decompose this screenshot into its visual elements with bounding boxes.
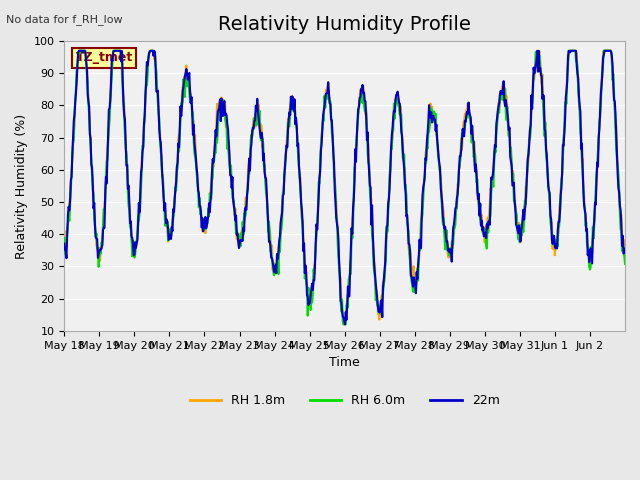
Legend: RH 1.8m, RH 6.0m, 22m: RH 1.8m, RH 6.0m, 22m	[185, 389, 504, 412]
Title: Relativity Humidity Profile: Relativity Humidity Profile	[218, 15, 471, 34]
Y-axis label: Relativity Humidity (%): Relativity Humidity (%)	[15, 113, 28, 259]
Text: TZ_tmet: TZ_tmet	[76, 51, 132, 64]
Text: No data for f_RH_low: No data for f_RH_low	[6, 14, 123, 25]
X-axis label: Time: Time	[329, 356, 360, 369]
